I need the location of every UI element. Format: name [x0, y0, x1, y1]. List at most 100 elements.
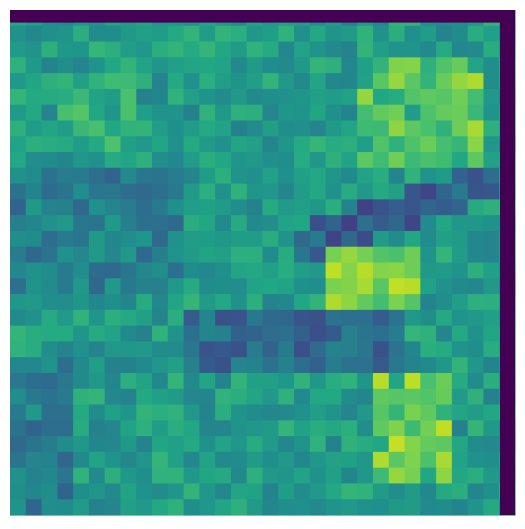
- pixel-cell: [152, 309, 169, 327]
- pixel-cell: [483, 309, 500, 327]
- pixel-cell: [215, 372, 232, 390]
- pixel-cell: [357, 325, 374, 343]
- pixel-cell: [325, 483, 343, 500]
- pixel-cell: [341, 152, 358, 169]
- pixel-cell: [120, 246, 137, 264]
- pixel-cell: [420, 372, 437, 390]
- pixel-cell: [215, 499, 232, 516]
- pixel-cell: [246, 262, 264, 279]
- pixel-cell: [199, 262, 216, 279]
- pixel-cell: [104, 278, 122, 295]
- pixel-cell: [167, 104, 185, 122]
- pixel-cell: [167, 88, 185, 106]
- pixel-cell: [57, 104, 74, 122]
- pixel-cell: [120, 499, 137, 516]
- pixel-cell: [246, 451, 264, 469]
- pixel-cell: [246, 199, 264, 216]
- pixel-cell: [262, 120, 279, 137]
- pixel-cell: [25, 467, 43, 485]
- pixel-cell: [183, 325, 200, 343]
- pixel-cell: [41, 230, 58, 248]
- pixel-cell: [278, 104, 295, 122]
- pixel-cell: [230, 436, 248, 453]
- pixel-cell: [230, 467, 248, 485]
- pixel-cell: [278, 88, 295, 106]
- pixel-cell: [420, 88, 437, 106]
- pixel-cell: [73, 451, 90, 469]
- pixel-cell: [183, 294, 200, 311]
- pixel-cell: [372, 357, 390, 374]
- pixel-cell: [152, 73, 169, 90]
- pixel-cell: [388, 230, 406, 248]
- pixel-cell: [25, 309, 43, 327]
- pixel-cell: [199, 199, 216, 216]
- pixel-cell: [467, 388, 485, 406]
- pixel-cell: [467, 309, 485, 327]
- pixel-cell: [136, 25, 153, 43]
- pixel-cell: [372, 183, 390, 200]
- pixel-cell: [341, 167, 358, 185]
- pixel-cell: [325, 325, 343, 343]
- pixel-cell: [88, 199, 106, 216]
- pixel-cell: [309, 183, 327, 200]
- pixel-cell: [372, 372, 390, 390]
- pixel-cell: [136, 136, 153, 153]
- pixel-cell: [262, 436, 279, 453]
- pixel-cell: [451, 167, 469, 185]
- pixel-cell: [215, 73, 232, 90]
- pixel-cell: [294, 73, 311, 90]
- pixel-cell: [230, 404, 248, 421]
- pixel-cell: [357, 372, 374, 390]
- pixel-cell: [404, 499, 421, 516]
- pixel-cell: [388, 294, 406, 311]
- pixel-cell: [436, 199, 453, 216]
- pixel-cell: [372, 451, 390, 469]
- pixel-cell: [230, 152, 248, 169]
- pixel-cell: [483, 499, 500, 516]
- pixel-cell: [57, 483, 74, 500]
- pixel-cell: [404, 309, 421, 327]
- pixel-cell: [120, 309, 137, 327]
- pixel-cell: [25, 25, 43, 43]
- pixel-cell: [262, 199, 279, 216]
- pixel-cell: [41, 483, 58, 500]
- pixel-cell: [10, 372, 27, 390]
- pixel-cell: [167, 325, 185, 343]
- pixel-cell: [25, 436, 43, 453]
- pixel-cell: [215, 357, 232, 374]
- pixel-cell: [199, 278, 216, 295]
- pixel-cell: [183, 73, 200, 90]
- pixel-cell: [357, 104, 374, 122]
- pixel-cell: [25, 230, 43, 248]
- pixel-cell: [325, 357, 343, 374]
- pixel-cell: [167, 294, 185, 311]
- pixel-cell: [467, 262, 485, 279]
- pixel-cell: [199, 436, 216, 453]
- pixel-cell: [278, 294, 295, 311]
- pixel-cell: [120, 357, 137, 374]
- pixel-cell: [41, 372, 58, 390]
- pixel-cell: [183, 388, 200, 406]
- pixel-cell: [73, 372, 90, 390]
- pixel-cell: [341, 467, 358, 485]
- pixel-cell: [404, 341, 421, 358]
- pixel-cell: [57, 167, 74, 185]
- pixel-cell: [183, 262, 200, 279]
- pixel-cell: [230, 388, 248, 406]
- pixel-cell: [357, 499, 374, 516]
- pixel-cell: [136, 215, 153, 232]
- pixel-cell: [215, 167, 232, 185]
- pixel-cell: [451, 152, 469, 169]
- pixel-cell: [278, 451, 295, 469]
- pixel-cell: [451, 230, 469, 248]
- pixel-cell: [136, 57, 153, 74]
- pixel-cell: [230, 199, 248, 216]
- pixel-cell: [451, 41, 469, 58]
- pixel-cell: [420, 183, 437, 200]
- pixel-cell: [183, 451, 200, 469]
- pixel-cell: [215, 467, 232, 485]
- pixel-cell: [278, 246, 295, 264]
- pixel-cell: [372, 483, 390, 500]
- pixel-cell: [451, 357, 469, 374]
- pixel-cell: [246, 246, 264, 264]
